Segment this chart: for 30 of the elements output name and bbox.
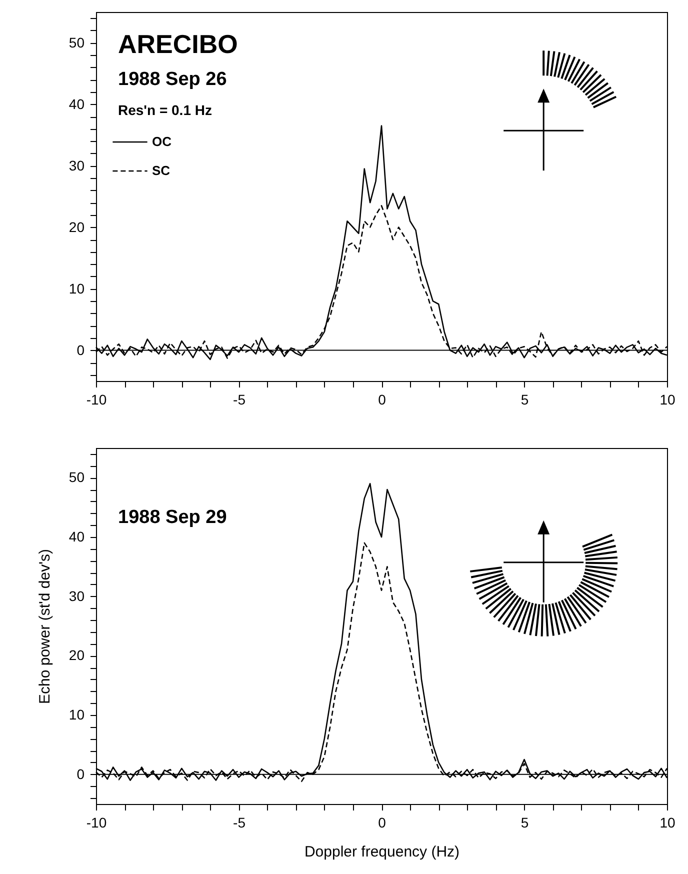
x-tick-label: 5 [520,392,529,408]
y-tick-label: 40 [68,528,85,544]
x-tick-label: -5 [233,392,246,408]
legend-label: OC [152,134,172,149]
y-tick-label: 10 [68,706,85,722]
y-tick-label: 40 [68,96,85,112]
y-tick-label: 30 [68,588,85,604]
text: ARECIBO [118,29,238,59]
x-axis-title: Doppler frequency (Hz) [304,844,460,860]
y-tick-label: 0 [76,766,85,782]
y-tick-label: 20 [68,647,85,664]
x-tick-label: 0 [378,814,386,830]
y-tick-label: 0 [76,342,85,358]
y-tick-label: 50 [68,34,85,50]
x-tick-label: 0 [378,392,386,408]
y-tick-label: 30 [68,157,85,174]
y-axis-title: Echo power (st'd dev's) [36,549,54,704]
legend-label: SC [152,163,171,178]
annotation: Res'n = 0.1 Hz [118,102,212,118]
x-tick-label: 10 [660,814,676,830]
x-tick-label: -10 [86,392,107,408]
x-tick-label: -5 [233,814,246,830]
y-tick-label: 50 [68,469,85,486]
x-tick-label: 5 [520,814,529,830]
x-tick-label: -10 [86,814,107,830]
y-tick-label: 20 [68,218,85,235]
text: 1988 Sep 26 [118,69,227,90]
y-tick-label: 10 [68,280,85,296]
x-tick-label: 10 [660,392,676,408]
text: 1988 Sep 29 [118,507,227,528]
